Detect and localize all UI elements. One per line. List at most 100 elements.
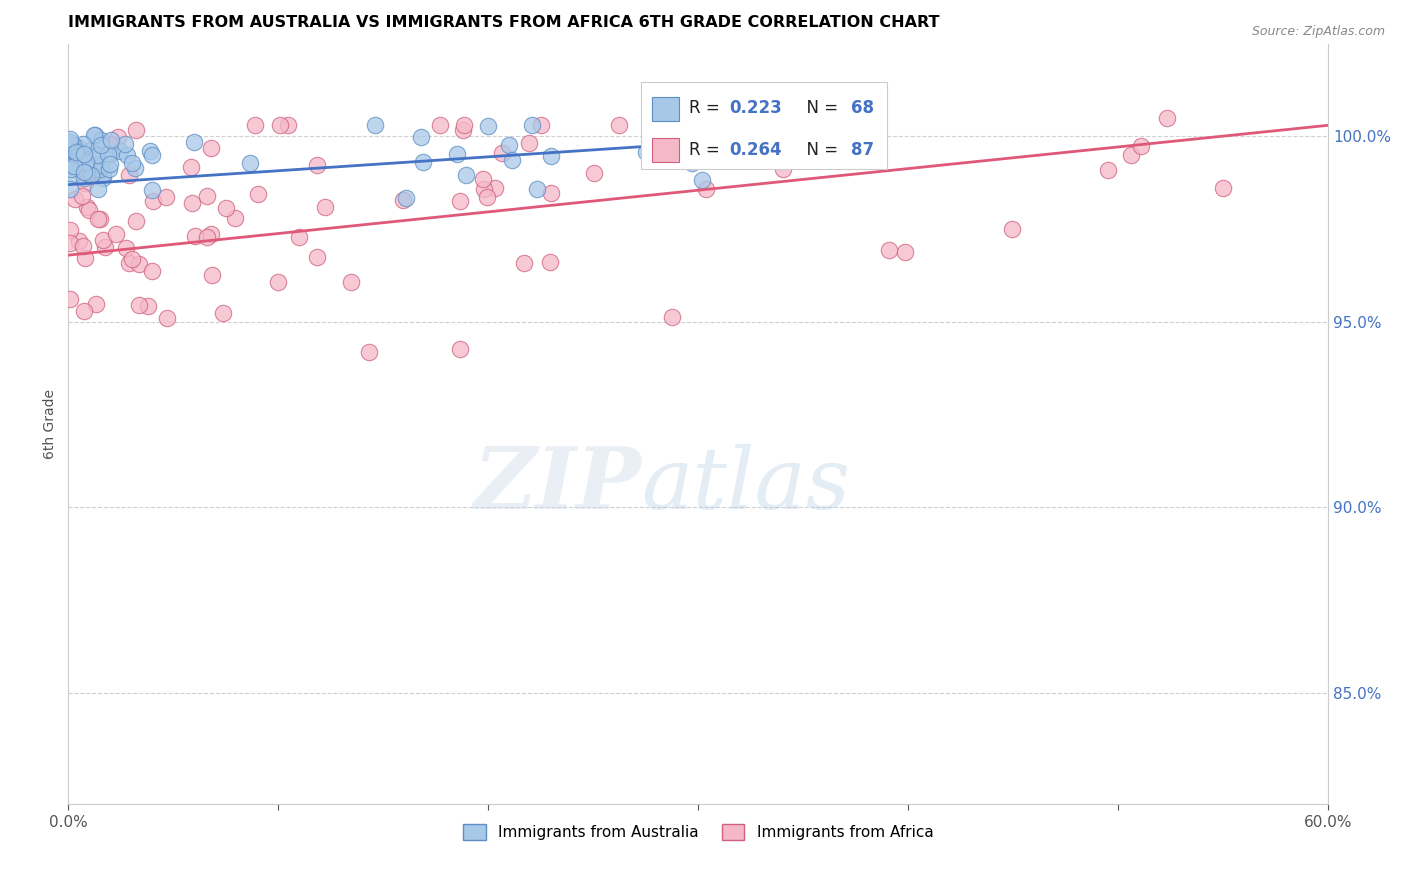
Point [86,148,108,162]
Point [90,137,112,152]
Point [392,193,415,207]
Point [520,118,543,132]
Point [72,238,94,252]
Point [1129,139,1152,153]
Point [200,140,222,154]
Point [87,212,110,227]
Text: 87: 87 [851,141,873,159]
Point [114,241,136,255]
Point [108,145,131,159]
Point [125,123,148,137]
Text: ZIP: ZIP [474,443,641,526]
Point [307,158,329,172]
Point [703,118,725,132]
Point [89,161,111,176]
Point [181,195,204,210]
Point [75,176,97,190]
Point [307,251,329,265]
Point [59,161,82,176]
Point [155,310,177,325]
Point [75,158,97,172]
Point [75,155,97,169]
Point [513,256,536,270]
Point [454,168,477,182]
Point [59,292,82,306]
Text: IMMIGRANTS FROM AUSTRALIA VS IMMIGRANTS FROM AFRICA 6TH GRADE CORRELATION CHART: IMMIGRANTS FROM AUSTRALIA VS IMMIGRANTS … [69,15,939,30]
Point [484,181,506,195]
Point [67,147,90,161]
Point [100,133,122,147]
Point [472,182,495,196]
Text: atlas: atlas [641,443,851,526]
Point [98,147,121,161]
Point [76,200,98,214]
Point [180,160,202,174]
Point [1000,222,1022,236]
Point [142,194,165,208]
Point [66,143,89,157]
Point [526,182,548,196]
Point [364,118,387,132]
Point [1156,111,1178,125]
Point [91,170,114,185]
Point [87,182,110,196]
Point [66,139,89,153]
Point [1121,148,1143,162]
Point [98,136,121,151]
Point [73,147,96,161]
Point [67,235,90,249]
Point [395,191,418,205]
Point [772,161,794,176]
Point [76,166,98,180]
Point [107,130,129,145]
Point [339,275,361,289]
Point [90,133,112,147]
Point [517,136,540,151]
Point [60,159,83,173]
Point [412,155,434,169]
Point [84,151,107,165]
Point [359,344,381,359]
Point [894,245,917,260]
Point [155,190,177,204]
Point [446,146,468,161]
Point [451,122,474,136]
Text: Source: ZipAtlas.com: Source: ZipAtlas.com [1251,25,1385,38]
Point [80,143,103,157]
Point [62,138,84,153]
Point [91,233,114,247]
Text: 68: 68 [851,99,873,117]
Point [664,118,686,132]
Text: R =: R = [689,99,725,117]
Point [70,189,93,203]
Point [91,167,114,181]
Point [239,155,262,169]
Point [491,145,513,160]
Point [540,186,562,200]
Point [63,159,86,173]
Point [114,137,136,152]
Point [73,252,96,266]
Point [1212,181,1234,195]
Point [540,149,562,163]
Point [128,298,150,312]
Point [498,138,520,153]
Point [141,183,163,197]
Point [195,230,218,244]
Point [86,168,108,182]
Point [1097,162,1119,177]
Point [215,201,238,215]
Point [201,268,224,283]
Point [118,168,141,182]
Point [66,158,89,172]
Point [141,148,163,162]
Point [59,223,82,237]
Point [529,118,551,132]
Point [879,243,901,257]
Point [471,171,494,186]
Point [118,256,141,270]
Point [89,211,111,226]
Point [200,227,222,241]
Point [679,135,702,149]
Point [195,189,218,203]
